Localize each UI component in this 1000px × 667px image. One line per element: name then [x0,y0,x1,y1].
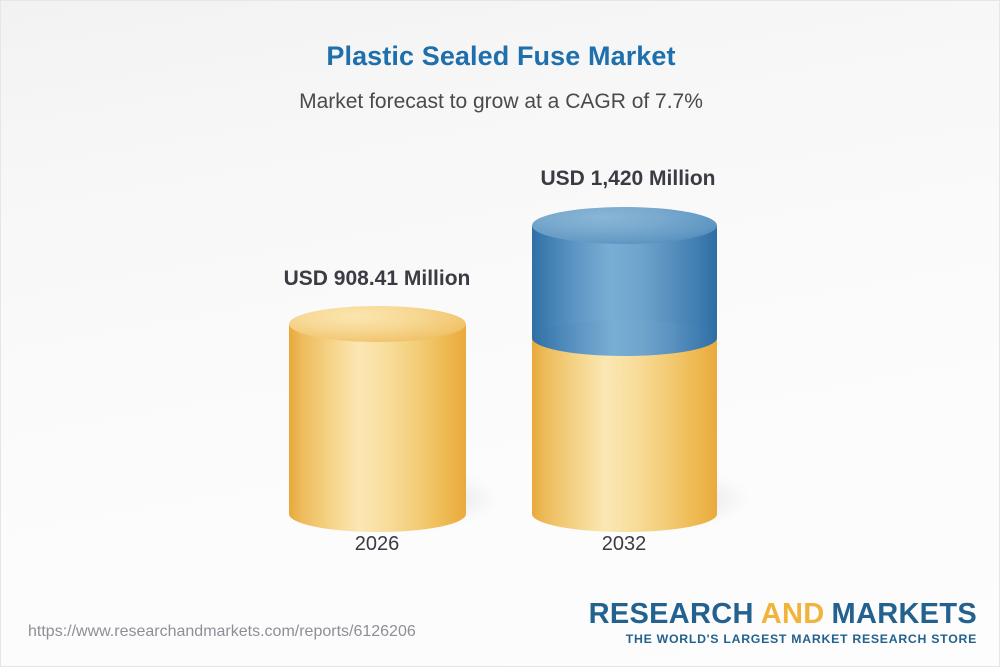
bar-segment-gold-2032 [532,336,717,514]
brand-word-research: RESEARCH [588,598,754,630]
category-label-2032: 2032 [601,533,647,555]
chart-subtitle: Market forecast to grow at a CAGR of 7.7… [299,90,703,113]
value-label-2026: USD 908.41 Million [283,267,471,290]
bar-segment-seam-2032 [532,320,717,356]
bar-top-cap-2032 [532,207,717,244]
brand-tagline: THE WORLD'S LARGEST MARKET RESEARCH STOR… [625,632,977,647]
category-label-2026: 2026 [354,533,400,555]
chart-title: Plastic Sealed Fuse Market [326,41,676,71]
value-label-2032: USD 1,420 Million [540,167,716,190]
brand-logo[interactable]: RESEARCH AND MARKETS THE WORLD'S LARGEST M… [589,599,977,647]
bar-top-cap-2026 [289,306,466,342]
brand-word-and: AND [760,598,825,630]
brand-word-markets: MARKETS [831,598,977,630]
brand-wordmark: RESEARCH AND MARKETS [589,599,977,629]
source-url[interactable]: https://www.researchandmarkets.com/repor… [28,623,416,640]
bar-body-2026 [289,324,466,514]
